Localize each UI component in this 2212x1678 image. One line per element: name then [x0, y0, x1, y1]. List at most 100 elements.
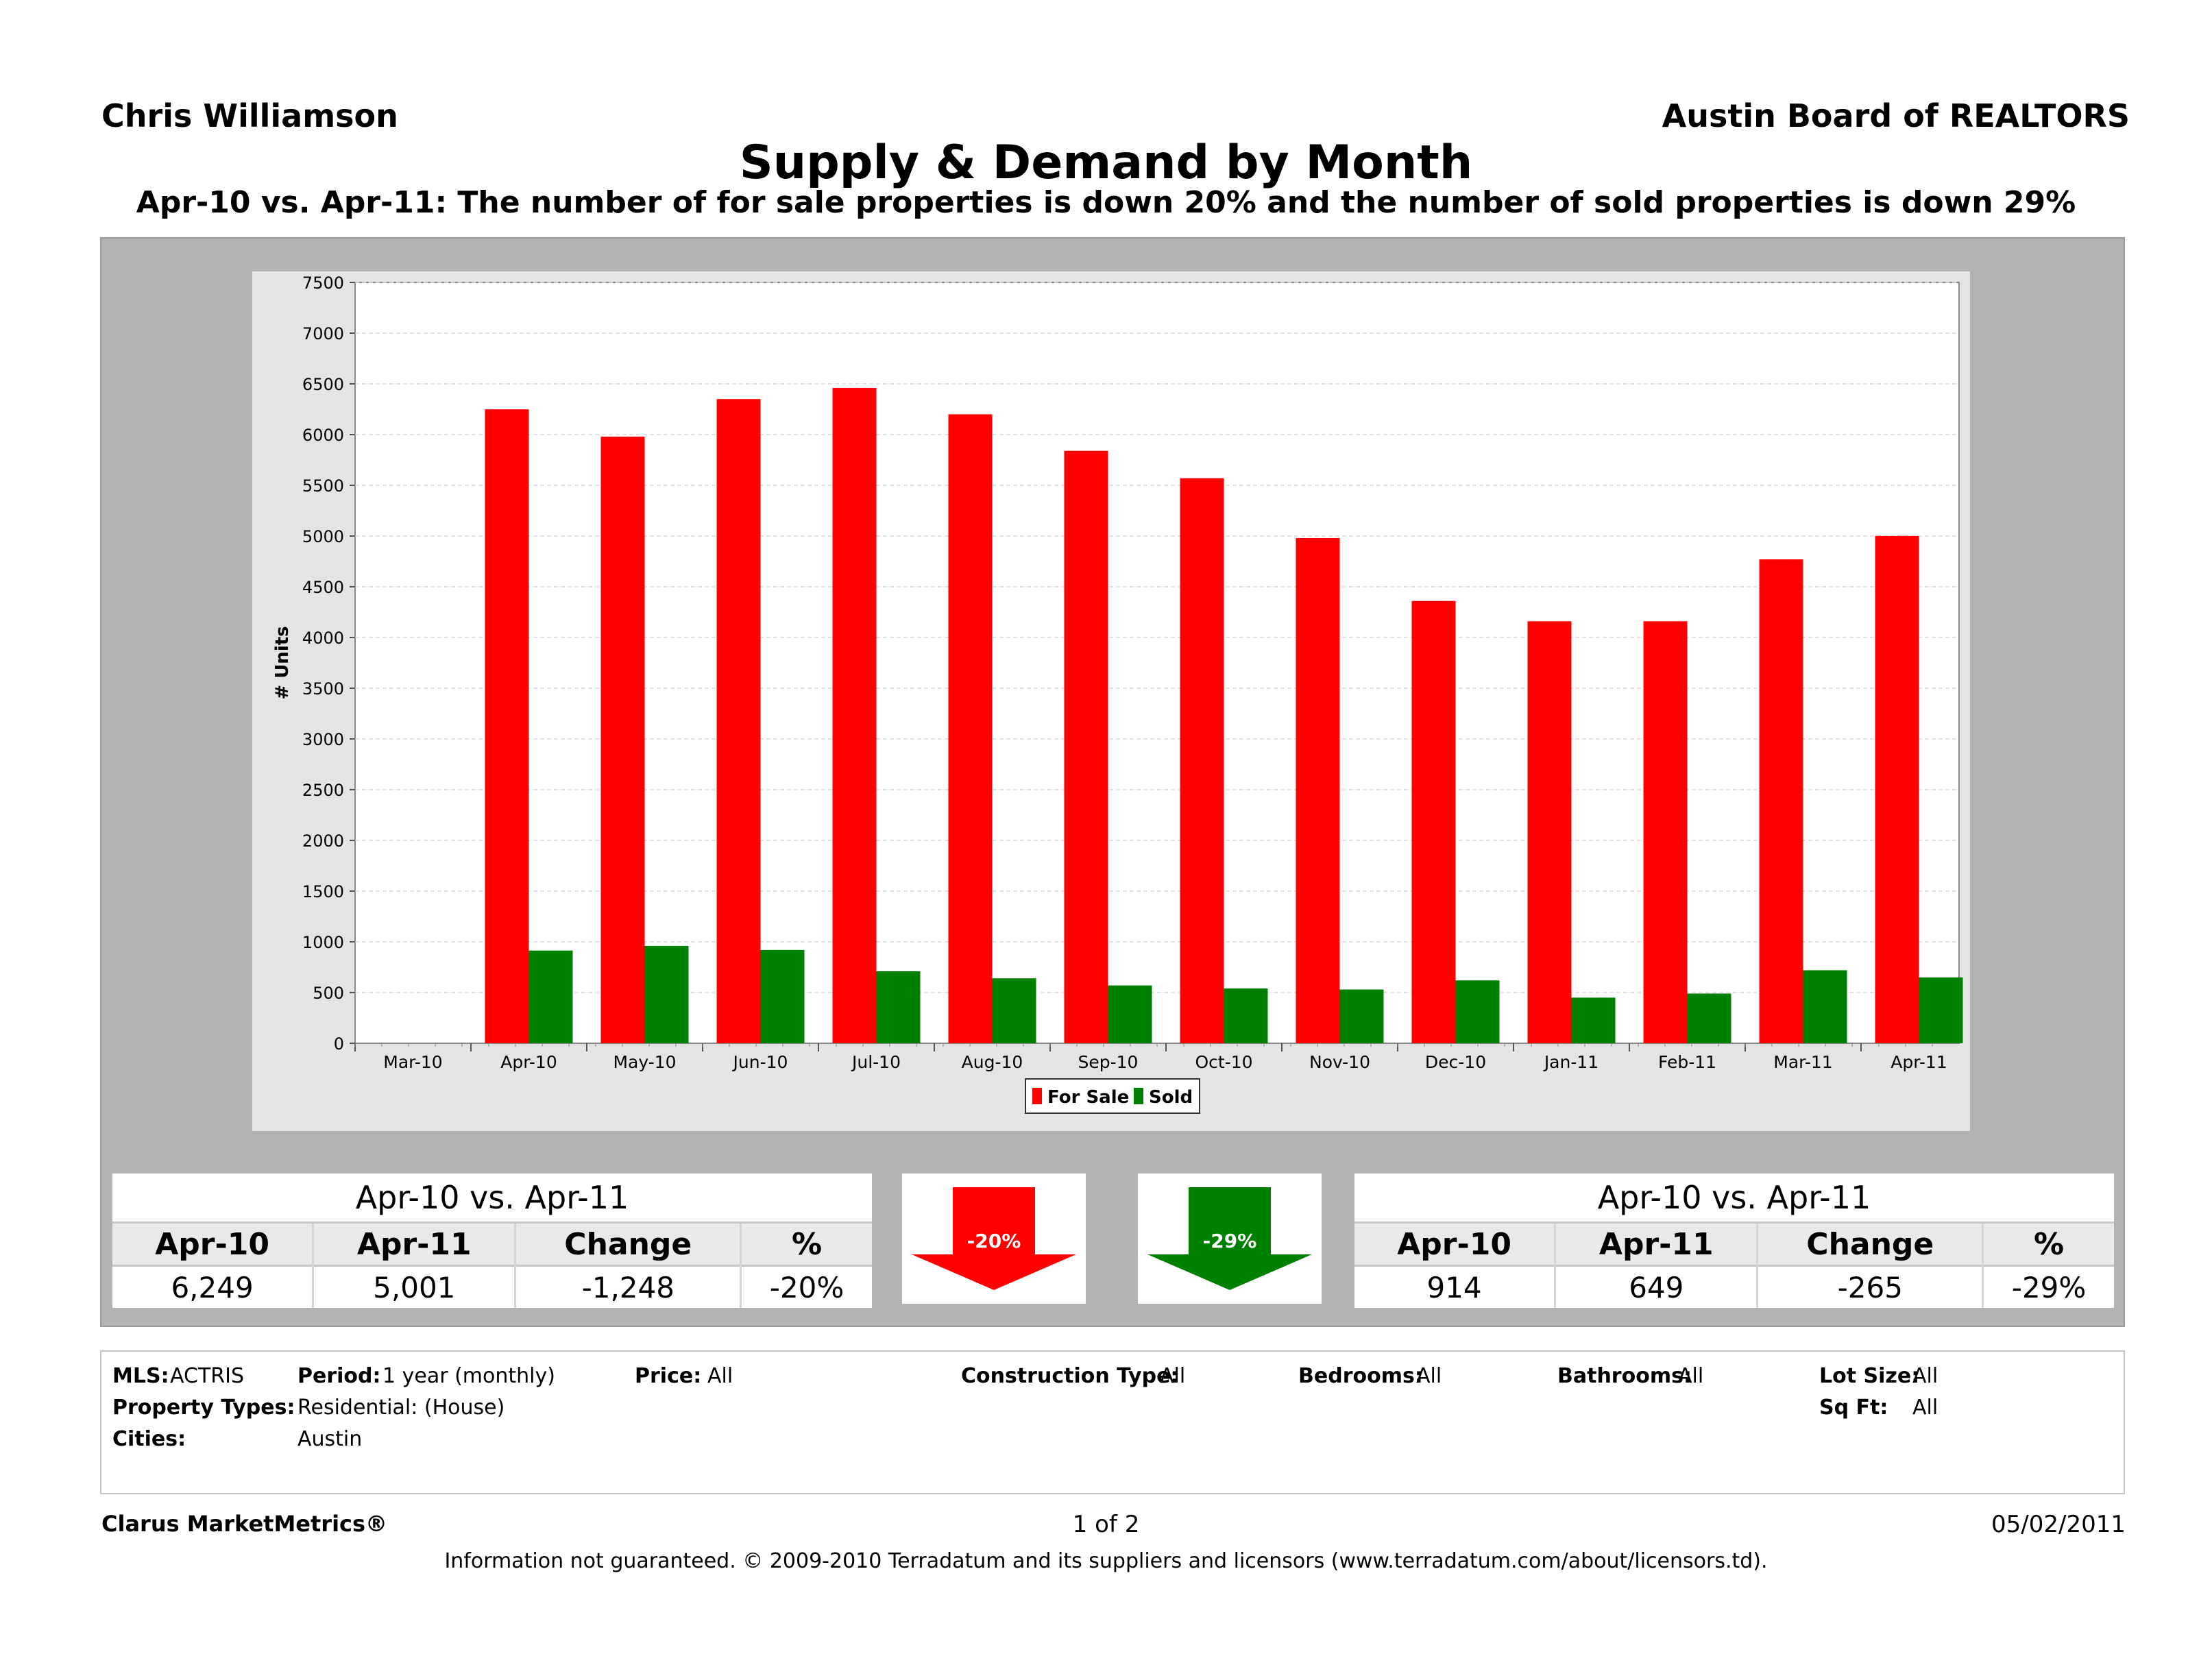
- sold-value-change: -265: [1756, 1265, 1983, 1308]
- board-name: Austin Board of REALTORS: [1662, 97, 2130, 134]
- y-tick-label: 4000: [302, 629, 344, 648]
- property-types-value: Residential: (House): [297, 1396, 505, 1420]
- bathrooms-value: All: [1678, 1364, 1704, 1388]
- for-sale-header-apr11: Apr-11: [312, 1221, 515, 1266]
- for-sale-bar: [1759, 559, 1803, 1043]
- sold-bar: [1455, 980, 1500, 1043]
- x-tick-label: Apr-11: [1891, 1052, 1947, 1072]
- cities-value: Austin: [297, 1427, 363, 1451]
- for-sale-bar: [1643, 621, 1688, 1043]
- sold-header-pct: %: [1982, 1221, 2114, 1266]
- disclaimer: Information not guaranteed. © 2009-2010 …: [444, 1549, 1768, 1573]
- sold-header-apr11: Apr-11: [1554, 1221, 1758, 1266]
- mls-label: MLS:: [112, 1364, 169, 1388]
- for-sale-header-pct: %: [740, 1221, 872, 1266]
- bedrooms-value: All: [1416, 1364, 1442, 1388]
- y-axis-label: # Units: [272, 626, 293, 699]
- sold-bar: [1571, 997, 1616, 1043]
- x-tick-label: Oct-10: [1195, 1052, 1252, 1072]
- for-sale-value-apr11: 5,001: [312, 1265, 515, 1308]
- lot-size-value: All: [1912, 1364, 1938, 1388]
- construction-value: All: [1160, 1364, 1186, 1388]
- sold-bar: [528, 950, 573, 1043]
- y-tick-label: 7500: [302, 273, 344, 293]
- page-subtitle: Apr-10 vs. Apr-11: The number of for sal…: [136, 185, 2076, 220]
- y-tick-label: 2000: [302, 831, 344, 851]
- sold-bar: [1224, 988, 1268, 1043]
- y-tick-label: 6500: [302, 375, 344, 394]
- property-types-label: Property Types:: [112, 1396, 295, 1420]
- bar-chart: 0 500 1000 1500 2000 2500 3000 3500 4000 4500 5000…: [272, 273, 1963, 1114]
- sold-bar: [876, 971, 921, 1043]
- for-sale-bar: [1875, 535, 1919, 1043]
- legend-label: For Sale: [1047, 1087, 1129, 1108]
- sold-bar: [644, 945, 689, 1043]
- for-sale-arrow-shape: [912, 1187, 1076, 1290]
- sold-bar: [1803, 970, 1847, 1043]
- period-label: Period:: [297, 1364, 381, 1388]
- for-sale-bar: [1180, 478, 1224, 1043]
- sold-bar: [992, 978, 1036, 1043]
- sold-bar: [760, 949, 805, 1043]
- y-tick-label: 2500: [302, 781, 344, 800]
- for-sale-value-change: -1,248: [514, 1265, 741, 1308]
- x-tick-label: Sep-10: [1078, 1052, 1139, 1072]
- for-sale-change-arrow: -20%: [902, 1174, 1086, 1304]
- x-tick-label: Nov-10: [1309, 1052, 1370, 1072]
- y-tick-label: 3500: [302, 679, 344, 698]
- x-tick-label: Mar-11: [1773, 1052, 1832, 1072]
- period-value: 1 year (monthly): [382, 1364, 555, 1388]
- construction-label: Construction Type:: [961, 1364, 1179, 1388]
- for-sale-bar: [1527, 621, 1572, 1043]
- sold-header-change: Change: [1756, 1221, 1983, 1266]
- legend-swatch: [1134, 1088, 1143, 1104]
- y-tick-label: 3000: [302, 730, 344, 749]
- for-sale-header-change: Change: [514, 1221, 741, 1266]
- for-sale-bar: [1296, 537, 1340, 1043]
- x-tick-label: Dec-10: [1425, 1052, 1486, 1072]
- plot-area: [354, 282, 1960, 1044]
- agent-name: Chris Williamson: [101, 97, 398, 134]
- y-tick-label: 5500: [302, 476, 344, 496]
- x-tick-label: Aug-10: [962, 1052, 1023, 1072]
- sold-table: Apr-10 vs. Apr-11 Apr-10 Apr-11 Change %…: [1354, 1174, 2114, 1308]
- for-sale-bar: [716, 399, 761, 1043]
- down-arrow-icon: -20%: [912, 1187, 1076, 1290]
- for-sale-arrow-label: -20%: [967, 1230, 1021, 1252]
- for-sale-table: Apr-10 vs. Apr-11 Apr-10 Apr-11 Change %…: [112, 1174, 872, 1308]
- sqft-label: Sq Ft:: [1819, 1396, 1888, 1420]
- sold-value-pct: -29%: [1982, 1265, 2114, 1308]
- brand-label: Clarus MarketMetrics®: [101, 1511, 388, 1537]
- x-tick-label: Jun-10: [732, 1052, 788, 1072]
- sold-value-apr11: 649: [1554, 1265, 1758, 1308]
- down-arrow-icon: -29%: [1147, 1187, 1312, 1290]
- x-tick-label: Feb-11: [1658, 1052, 1716, 1072]
- sold-header-apr10: Apr-10: [1354, 1221, 1555, 1266]
- lot-size-label: Lot Size:: [1819, 1364, 1920, 1388]
- for-sale-bar: [832, 387, 877, 1043]
- bedrooms-label: Bedrooms:: [1298, 1364, 1423, 1388]
- y-tick-label: 1500: [302, 882, 344, 901]
- for-sale-bar: [1411, 600, 1456, 1043]
- page-number: 1 of 2: [1072, 1511, 1140, 1538]
- x-tick-label: May-10: [613, 1052, 676, 1072]
- legend: [1025, 1078, 1200, 1114]
- y-tick-label: 6000: [302, 426, 344, 445]
- mls-value: ACTRIS: [170, 1364, 245, 1388]
- cities-label: Cities:: [112, 1427, 186, 1451]
- x-tick-label: Jan-11: [1543, 1052, 1599, 1072]
- legend-label: Sold: [1149, 1087, 1193, 1108]
- for-sale-value-pct: -20%: [740, 1265, 872, 1308]
- x-tick-label: Mar-10: [383, 1052, 442, 1072]
- sold-change-arrow: -29%: [1138, 1174, 1322, 1304]
- search-criteria: MLS: ACTRIS Period: 1 year (monthly) Pri…: [100, 1350, 2125, 1494]
- for-sale-bar: [1064, 450, 1108, 1043]
- sold-arrow-shape: [1147, 1187, 1312, 1290]
- sold-bar: [1687, 993, 1731, 1043]
- x-tick-label: Jul-10: [851, 1052, 901, 1072]
- sold-bar: [1919, 977, 1963, 1043]
- y-tick-label: 0: [334, 1034, 344, 1054]
- sold-bar: [1339, 989, 1384, 1043]
- y-tick-label: 5000: [302, 527, 344, 546]
- chart-panel: 0 500 1000 1500 2000 2500 3000 3500 4000 4500 5000…: [252, 271, 1970, 1131]
